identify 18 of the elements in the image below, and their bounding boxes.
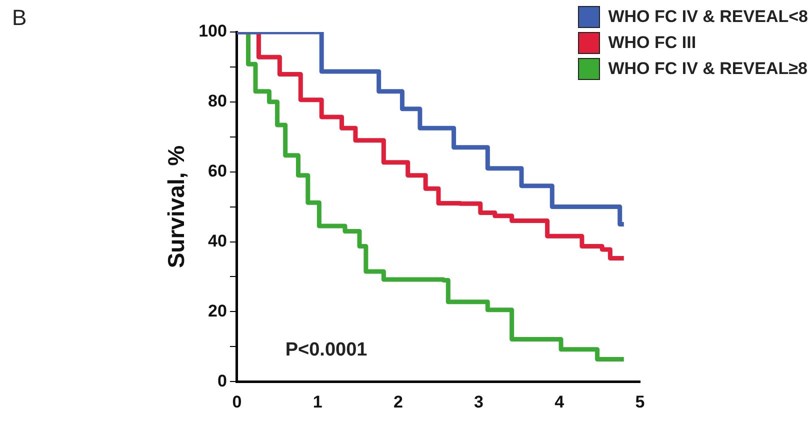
x-tick-label: 3 — [474, 392, 484, 412]
x-tick-label: 5 — [635, 392, 645, 412]
y-axis-title: Survival, % — [163, 145, 190, 268]
legend-label: WHO FC IV & REVEAL<8 — [608, 7, 808, 27]
x-tick-label: 0 — [232, 392, 242, 412]
legend-label: WHO FC IV & REVEAL≥8 — [608, 59, 808, 79]
legend-label: WHO FC III — [608, 33, 696, 53]
y-tick-label: 100 — [198, 22, 227, 41]
x-tick-label: 1 — [312, 392, 322, 412]
y-tick-label: 60 — [208, 162, 227, 181]
x-tick-label: 2 — [393, 392, 403, 412]
text: B — [12, 5, 27, 30]
x-tick-label: 4 — [554, 392, 565, 412]
y-tick-label: 80 — [208, 92, 227, 111]
y-tick-label: 20 — [208, 301, 227, 320]
annotation: P<0.0001 — [285, 339, 368, 360]
y-tick-label: 40 — [208, 231, 227, 250]
y-tick-label: 0 — [217, 371, 227, 390]
